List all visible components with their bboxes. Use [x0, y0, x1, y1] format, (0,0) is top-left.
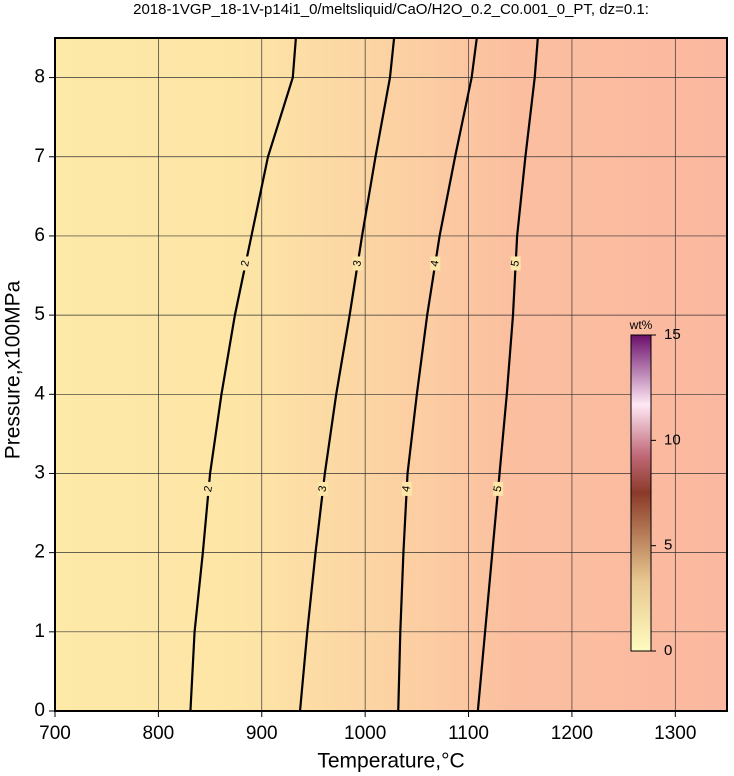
x-tick-label: 1200 — [551, 723, 593, 744]
contour-label-bg — [401, 481, 412, 496]
y-axis-title: Pressure,x100MPa — [2, 280, 25, 459]
colorbar-label: wt% — [629, 318, 653, 332]
contour-label: 5 — [509, 259, 522, 267]
contour-label-bg — [510, 256, 521, 271]
x-tick-label: 1300 — [654, 723, 696, 744]
contour-label: 2 — [239, 259, 252, 267]
contour-line — [298, 37, 396, 712]
colorbar-tick-label: 5 — [664, 537, 672, 554]
y-tick-label: 8 — [34, 67, 45, 88]
colorbar-tick-label: 15 — [664, 326, 681, 343]
contour-label-bg — [430, 256, 441, 271]
y-tick-label: 3 — [34, 462, 45, 483]
colorbar-tick-label: 0 — [664, 642, 672, 659]
x-tick-label: 800 — [143, 723, 175, 744]
contour-label: 3 — [316, 485, 329, 493]
x-tick-label: 700 — [39, 723, 71, 744]
y-tick-label: 4 — [34, 383, 45, 404]
contour-label-bg — [240, 256, 251, 271]
y-tick-label: 7 — [34, 146, 45, 167]
x-tick-label: 1100 — [448, 723, 489, 744]
contour-label: 2 — [202, 485, 215, 493]
y-tick-label: 6 — [34, 225, 45, 246]
chart-title: 2018-1VGP_18-1V-p14i1_0/meltsliquid/CaO/… — [133, 1, 649, 18]
contour-line — [476, 37, 539, 712]
field-background — [55, 38, 727, 711]
contour-label-bg — [493, 481, 504, 496]
contour-label: 3 — [351, 259, 364, 267]
y-tick-label: 0 — [34, 700, 45, 721]
contour-label: 4 — [429, 259, 442, 267]
colorbar — [630, 334, 652, 652]
x-tick-label: 1000 — [344, 723, 386, 744]
contour-label-bg — [352, 256, 363, 271]
contour-label-bg — [318, 481, 329, 496]
y-tick-label: 2 — [34, 542, 45, 563]
contour-line — [189, 37, 297, 712]
x-tick-label: 900 — [246, 723, 278, 744]
y-tick-label: 1 — [34, 621, 45, 642]
contour-label: 4 — [400, 485, 413, 493]
contour-label-bg — [203, 481, 214, 496]
plot-frame — [54, 37, 728, 712]
colorbar-tick-label: 10 — [664, 431, 681, 448]
contour-label: 5 — [492, 485, 505, 493]
y-tick-label: 5 — [34, 304, 45, 325]
x-axis-title: Temperature,°C — [317, 750, 464, 773]
contour-line — [397, 37, 478, 712]
